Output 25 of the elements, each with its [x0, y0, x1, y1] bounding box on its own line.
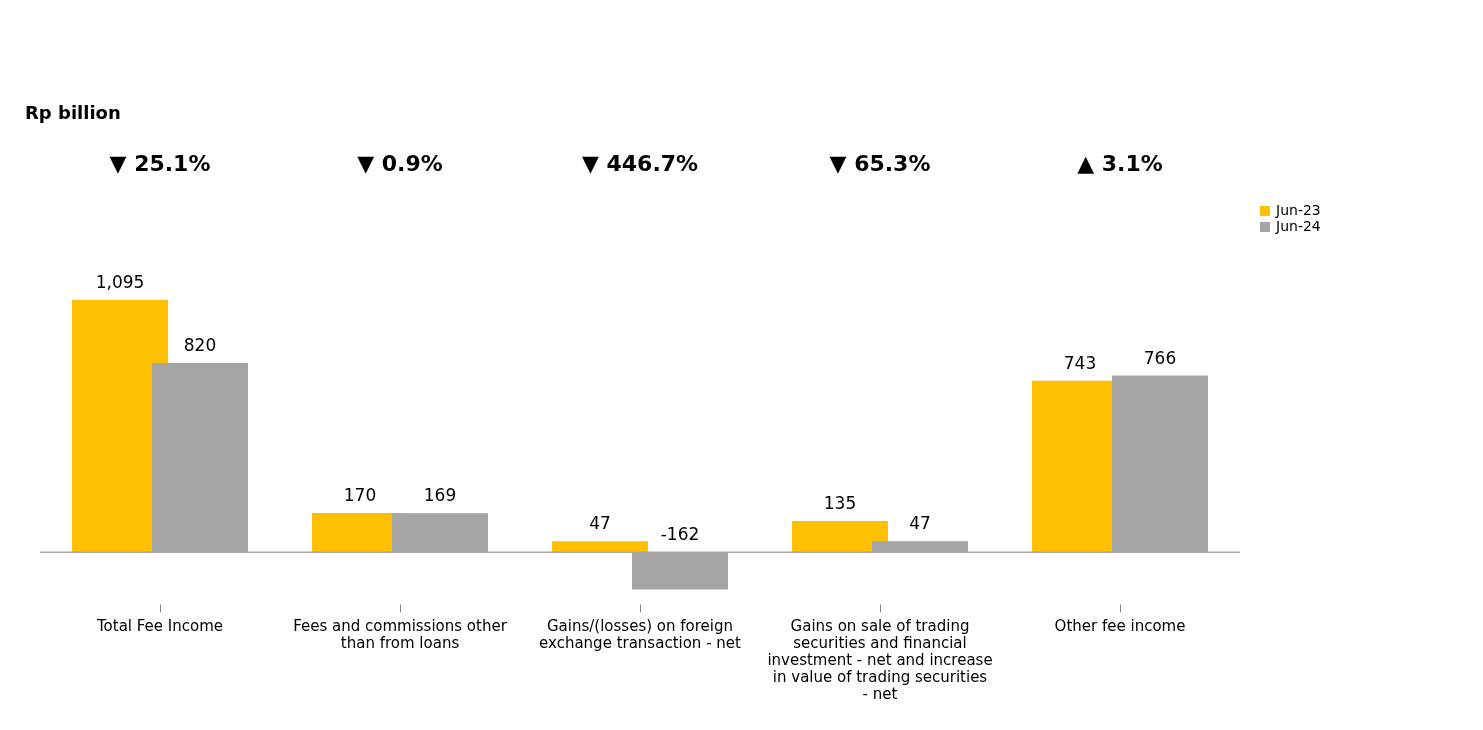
text: ▼ 25.1% [109, 151, 211, 176]
data-label: 1,095 [95, 271, 145, 292]
data-label: 766 [1143, 347, 1177, 368]
data-label: 169 [423, 485, 457, 506]
bar [792, 521, 888, 553]
data-label: -162 [660, 524, 700, 545]
data-label: 743 [1063, 352, 1097, 373]
data-label: 135 [823, 493, 857, 514]
text: ▼ 65.3% [829, 151, 931, 176]
data-label: 47 [909, 513, 931, 534]
data-label: 170 [343, 484, 377, 505]
legend-label: Jun-24 [1275, 218, 1321, 234]
legend-label: Jun-23 [1275, 202, 1321, 218]
text: Rp billion [25, 102, 121, 123]
text: ▲ 3.1% [1077, 151, 1163, 176]
x-tick-label: Gains on sale of trading securities and financial investment - net and increase in value of trading securities - net [767, 616, 993, 703]
text: ▼ 446.7% [581, 151, 699, 176]
bar [552, 541, 648, 553]
x-tick-label: Fees and commissions other than from loans [293, 616, 508, 652]
x-tick-label: Gains/(losses) on foreign exchange transaction - net [539, 616, 742, 652]
x-tick-label: Total Fee Income [95, 616, 224, 635]
data-label: 47 [589, 513, 611, 534]
data-label: 820 [183, 335, 217, 356]
text: ▼ 0.9% [357, 151, 443, 176]
x-tick-label: Other fee income [1054, 616, 1186, 635]
